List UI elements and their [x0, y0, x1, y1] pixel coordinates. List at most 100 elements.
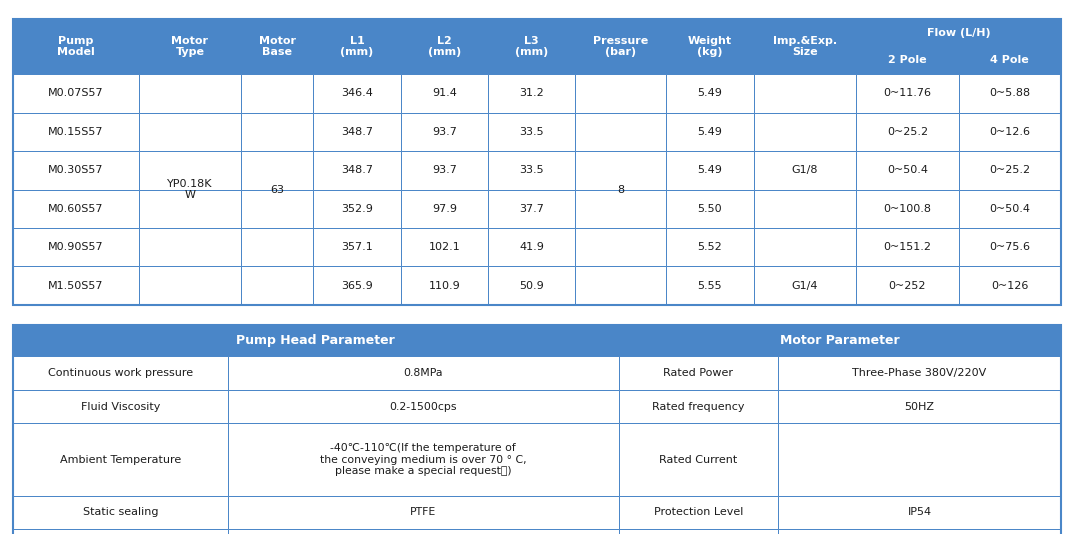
Text: 31.2: 31.2	[520, 89, 545, 98]
Bar	[228, 356, 619, 390]
Text: M0.15S57: M0.15S57	[48, 127, 103, 137]
Bar	[488, 113, 576, 151]
Bar	[576, 266, 666, 305]
Text: Continuous work pressure: Continuous work pressure	[48, 368, 193, 378]
Bar	[13, 325, 619, 356]
Bar	[314, 190, 401, 228]
Bar	[778, 390, 1061, 423]
Text: 0~25.2: 0~25.2	[887, 127, 928, 137]
Text: Weight
(kg): Weight (kg)	[687, 36, 732, 57]
Bar	[401, 19, 488, 74]
Text: 357.1: 357.1	[342, 242, 373, 252]
Text: Three-Phase 380V/220V: Three-Phase 380V/220V	[853, 368, 987, 378]
Text: 5.55: 5.55	[698, 281, 723, 290]
Text: 0~151.2: 0~151.2	[884, 242, 931, 252]
Text: L3
(mm): L3 (mm)	[516, 36, 549, 57]
Bar	[856, 46, 959, 74]
Bar	[619, 529, 778, 534]
Bar	[401, 228, 488, 266]
Bar	[13, 19, 139, 74]
Bar	[576, 113, 666, 151]
Text: 63: 63	[271, 185, 285, 194]
Bar	[139, 74, 242, 113]
Bar	[242, 228, 314, 266]
Bar	[401, 266, 488, 305]
Text: PTFE: PTFE	[410, 507, 436, 517]
Bar	[754, 19, 856, 74]
Text: 91.4: 91.4	[432, 89, 456, 98]
Text: Imp.&Exp.
Size: Imp.&Exp. Size	[773, 36, 837, 57]
Bar	[666, 113, 754, 151]
Bar	[666, 74, 754, 113]
Bar	[401, 151, 488, 190]
Bar	[619, 325, 1061, 356]
Bar	[488, 74, 576, 113]
Text: Motor
Type: Motor Type	[172, 36, 208, 57]
Bar	[13, 529, 228, 534]
Bar	[619, 496, 778, 529]
Bar	[314, 74, 401, 113]
Text: 0~75.6: 0~75.6	[989, 242, 1030, 252]
Bar	[856, 151, 959, 190]
Text: 348.7: 348.7	[342, 127, 373, 137]
Text: Pressure
(bar): Pressure (bar)	[593, 36, 649, 57]
Text: G1/8: G1/8	[792, 166, 818, 175]
Bar	[959, 113, 1061, 151]
Bar	[619, 390, 778, 423]
Text: Flow (L/H): Flow (L/H)	[927, 28, 990, 37]
Bar	[754, 228, 856, 266]
Text: 0~252: 0~252	[888, 281, 926, 290]
Bar	[242, 190, 314, 228]
Text: Rated frequency: Rated frequency	[652, 402, 744, 412]
Bar	[13, 390, 228, 423]
Bar	[314, 151, 401, 190]
Bar	[13, 113, 139, 151]
Bar	[856, 74, 959, 113]
Text: 365.9: 365.9	[342, 281, 373, 290]
Text: M0.60S57: M0.60S57	[48, 204, 103, 214]
Text: 0~12.6: 0~12.6	[989, 127, 1030, 137]
Text: 0~25.2: 0~25.2	[989, 166, 1030, 175]
Bar	[959, 74, 1061, 113]
Bar	[139, 19, 242, 74]
Text: 5.52: 5.52	[698, 242, 723, 252]
Text: 0~126: 0~126	[991, 281, 1029, 290]
Text: 0~50.4: 0~50.4	[887, 166, 928, 175]
Text: 5.49: 5.49	[697, 166, 723, 175]
Text: 93.7: 93.7	[432, 166, 456, 175]
Text: 50.9: 50.9	[520, 281, 545, 290]
Bar	[13, 74, 139, 113]
Bar	[228, 529, 619, 534]
Text: Protection Level: Protection Level	[654, 507, 743, 517]
Bar	[754, 266, 856, 305]
Bar	[139, 266, 242, 305]
Bar	[401, 74, 488, 113]
Text: 352.9: 352.9	[342, 204, 373, 214]
Text: L2
(mm): L2 (mm)	[427, 36, 461, 57]
Bar	[242, 19, 314, 74]
Bar	[242, 151, 314, 190]
Bar	[619, 423, 778, 496]
Text: Static sealing: Static sealing	[83, 507, 158, 517]
Bar	[576, 190, 666, 228]
Text: Motor
Base: Motor Base	[259, 36, 295, 57]
Text: Rated Power: Rated Power	[664, 368, 734, 378]
Bar	[778, 529, 1061, 534]
Bar	[242, 113, 314, 151]
Bar	[13, 356, 228, 390]
Bar	[619, 356, 778, 390]
Text: 93.7: 93.7	[432, 127, 456, 137]
Bar	[778, 356, 1061, 390]
Text: Motor Parameter: Motor Parameter	[780, 334, 900, 347]
Bar	[13, 496, 228, 529]
Bar	[242, 74, 314, 113]
Bar	[666, 19, 754, 74]
Bar	[228, 496, 619, 529]
Bar	[139, 113, 242, 151]
Text: 50HZ: 50HZ	[904, 402, 934, 412]
Bar	[959, 228, 1061, 266]
Text: M0.30S57: M0.30S57	[48, 166, 103, 175]
Bar	[314, 19, 401, 74]
Bar	[488, 266, 576, 305]
Text: 0.8MPa: 0.8MPa	[404, 368, 444, 378]
